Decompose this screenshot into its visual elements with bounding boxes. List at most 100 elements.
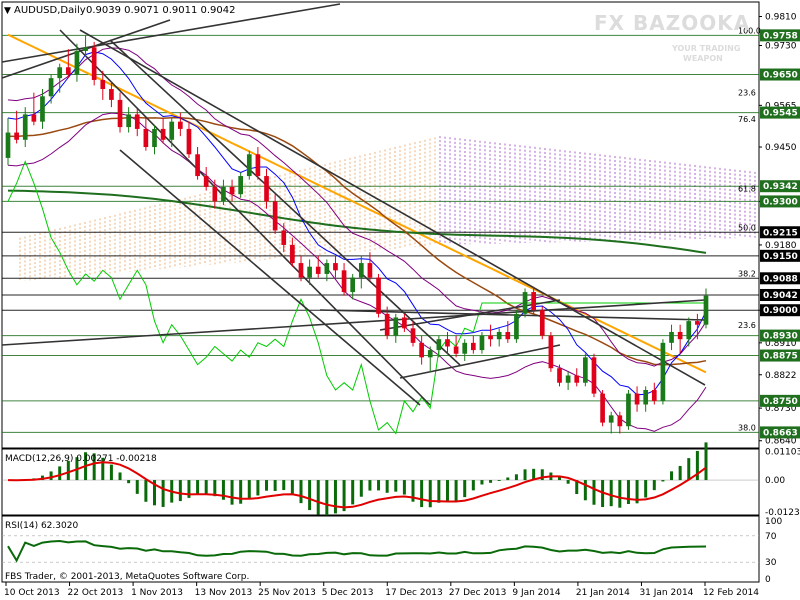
level-price-label: 0.8930 — [763, 332, 798, 342]
candle-body — [298, 263, 304, 278]
candle-body — [212, 186, 218, 202]
candle-body — [453, 346, 459, 354]
level-price-label: 0.8663 — [763, 428, 798, 438]
candle-body — [376, 277, 381, 314]
fib-label: 38.0 — [738, 423, 756, 432]
candle-body — [669, 331, 674, 343]
candle-body — [626, 393, 631, 427]
candle-body — [324, 263, 330, 274]
rsi-line — [7, 539, 707, 563]
y-tick-label: 0.9565 — [765, 101, 797, 111]
rsi-tick-label: 100 — [765, 517, 782, 527]
x-tick-label: 9 Jan 2014 — [512, 588, 560, 598]
macd-tick-label: -0.01235 — [765, 508, 800, 518]
candle-body — [74, 50, 80, 75]
trend-line — [109, 39, 461, 366]
candle-body — [634, 393, 640, 405]
sma-brown-line — [7, 116, 707, 366]
candle-body — [109, 89, 114, 100]
candle-body — [221, 186, 226, 202]
candle-body — [462, 342, 468, 354]
candle-body — [333, 263, 338, 271]
level-price-label: 0.9342 — [763, 182, 798, 192]
level-price-box — [760, 180, 800, 193]
x-tick-label: 5 Dec 2013 — [322, 588, 374, 598]
sma-darkgreen-line — [7, 189, 707, 254]
candle-body — [445, 339, 450, 347]
dropdown-arrow-icon[interactable]: ▼ — [4, 6, 11, 16]
candle-body — [178, 121, 183, 129]
level-price-box — [760, 68, 800, 81]
fxbazooka-logo: FX BAZOOKA YOUR TRADING WEAPON — [594, 11, 749, 63]
candle-body — [341, 270, 347, 293]
x-tick-label: 31 Jan 2014 — [639, 588, 693, 598]
candle-body — [695, 321, 700, 325]
y-tick-label: 0.8822 — [765, 371, 797, 381]
level-price-label: 0.9000 — [763, 306, 798, 316]
candle-body — [143, 128, 149, 148]
y-tick-label: 0.8730 — [765, 404, 797, 414]
trend-line — [1, 3, 341, 63]
candle-body — [686, 321, 692, 340]
level-price-box — [760, 426, 800, 439]
candle-body — [548, 335, 554, 369]
level-price-box — [760, 394, 800, 407]
candle-body — [419, 342, 424, 358]
candle-body — [229, 186, 235, 195]
rsi-tick-label: 70 — [765, 532, 777, 542]
candle-body — [246, 154, 252, 177]
x-tick-label: 1 Nov 2013 — [131, 588, 183, 598]
trend-line — [379, 299, 561, 331]
macd-title: MACD(12,26,9) 0.00271 -0.00218 — [5, 454, 157, 464]
candle-body — [410, 328, 416, 343]
x-tick-label: 22 Oct 2013 — [68, 588, 124, 598]
candle-body — [591, 357, 597, 394]
band-upper-line — [7, 47, 707, 367]
level-price-box — [760, 249, 800, 262]
macd-tick-label: 0.00 — [765, 476, 785, 486]
candle-body — [643, 389, 649, 405]
candle-body — [703, 295, 709, 325]
x-tick-label: 25 Nov 2013 — [258, 588, 316, 598]
level-price-box — [760, 106, 800, 119]
candle-body — [583, 357, 588, 383]
trend-line — [119, 149, 421, 406]
x-tick-label: 21 Jan 2014 — [576, 588, 630, 598]
level-price-box — [760, 226, 800, 239]
candle-body — [660, 342, 666, 401]
level-price-box — [760, 304, 800, 317]
y-tick-label: 0.8910 — [765, 339, 797, 349]
copyright-label: FBS Trader, © 2001-2013, MetaQuotes Soft… — [5, 572, 249, 582]
candle-body — [539, 310, 545, 336]
candle-body — [522, 292, 528, 314]
trend-line — [59, 29, 431, 406]
level-price-label: 0.9545 — [763, 109, 798, 119]
candle-body — [160, 128, 166, 140]
level-price-label: 0.8875 — [763, 352, 798, 362]
trend-line — [319, 309, 706, 321]
macd-tick-label: 0.01103 — [765, 448, 800, 458]
level-price-label: 0.9758 — [763, 31, 798, 41]
candle-body — [48, 78, 54, 97]
level-price-label: 0.9215 — [763, 228, 798, 238]
candle-body — [14, 132, 19, 140]
lagging-span-line — [7, 160, 706, 435]
candle-body — [402, 317, 407, 329]
level-price-box — [760, 349, 800, 362]
x-tick-label: 12 Feb 2014 — [703, 588, 759, 598]
candle-body — [651, 389, 657, 401]
candle-body — [65, 67, 71, 75]
svg-text:WEAPON: WEAPON — [683, 54, 723, 63]
trend-line — [79, 29, 706, 386]
candle-body — [83, 47, 88, 51]
level-price-label: 0.9650 — [763, 71, 798, 81]
y-tick-label: 0.9730 — [765, 42, 797, 52]
x-tick-label: 10 Oct 2013 — [4, 588, 60, 598]
candle-body — [134, 114, 140, 129]
rsi-tick-label: 30 — [765, 558, 777, 568]
level-price-label: 0.9088 — [763, 274, 798, 284]
candle-body — [203, 176, 209, 187]
level-price-box — [760, 272, 800, 285]
trend-line — [399, 344, 561, 379]
